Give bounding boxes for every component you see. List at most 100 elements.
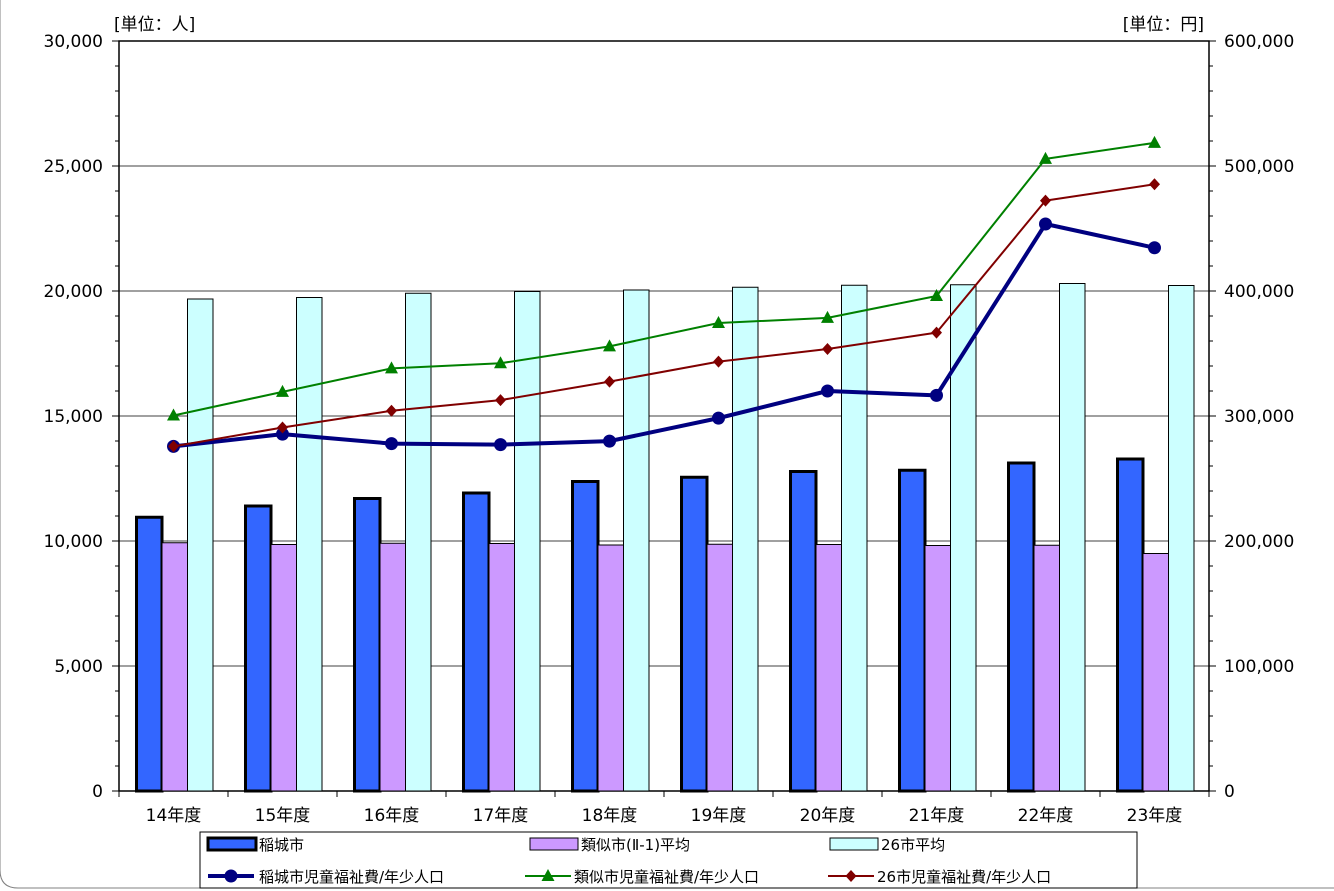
line-similar-point — [930, 289, 943, 301]
line-similar-point — [167, 408, 180, 421]
bar-similar-avg — [379, 542, 406, 792]
legend-label: 26市平均 — [881, 836, 945, 854]
x-tick-label: 20年度 — [800, 806, 856, 826]
bar-twentysix-avg — [405, 292, 432, 792]
x-tick-label: 22年度 — [1018, 806, 1074, 826]
y-left-tick-label: 20,000 — [44, 282, 103, 302]
y-right-tick-label: 200,000 — [1224, 532, 1294, 552]
line-twentysix-point — [1149, 178, 1160, 191]
x-tick-label: 21年度 — [909, 806, 965, 826]
line-similar-point — [494, 356, 507, 369]
bar-inagi — [1116, 457, 1145, 793]
line-twentysix-point — [277, 421, 288, 434]
bar-inagi — [462, 491, 491, 793]
line-series — [167, 135, 1161, 453]
line-inagi — [173, 222, 1155, 449]
line-inagi-point — [276, 427, 289, 441]
line-twentysix-point — [1040, 194, 1051, 207]
line-twentysix-point — [931, 326, 942, 339]
line-twentysix-point — [713, 355, 724, 368]
bar-inagi — [680, 475, 709, 793]
y-left-tick-labels: 0 5,000 10,000 15,000 20,000 25,000 30,000 — [44, 32, 103, 802]
y-left-tick-label: 5,000 — [54, 657, 103, 677]
line-similar-point — [712, 316, 725, 328]
legend-swatch — [529, 837, 579, 851]
bar-twentysix-avg — [950, 284, 977, 792]
bar-twentysix-avg — [841, 284, 868, 792]
y-right-tick-label: 600,000 — [1224, 32, 1294, 52]
line-similar-point — [603, 339, 616, 352]
y-left-tick-label: 0 — [92, 782, 103, 802]
bar-inagi — [244, 504, 273, 793]
y-right-unit-label: [単位：円] — [1123, 15, 1204, 35]
bar-similar-avg — [597, 544, 624, 792]
bar-inagi — [135, 515, 164, 793]
legend-marker — [541, 869, 555, 881]
line-twentysix-point — [495, 394, 506, 407]
legend-box — [199, 831, 1138, 889]
y-right-tick-label: 400,000 — [1224, 282, 1294, 302]
line-similar-point — [821, 310, 834, 323]
x-tick-label: 23年度 — [1127, 806, 1183, 826]
axes — [112, 40, 1216, 797]
x-tick-label: 14年度 — [146, 806, 202, 826]
x-tick-label: 18年度 — [582, 806, 638, 826]
line-similar-point — [1148, 135, 1161, 148]
line-inagi-point — [930, 388, 943, 402]
bar-inagi — [1007, 461, 1036, 793]
x-tick-label: 15年度 — [255, 806, 311, 826]
bar-similar-avg — [815, 544, 842, 792]
bar-similar-avg — [1033, 544, 1060, 792]
bar-twentysix-avg — [1168, 285, 1195, 792]
bar-similar-avg — [1142, 553, 1169, 792]
bar-similar-avg — [161, 542, 188, 792]
y-right-tick-label: 0 — [1224, 782, 1235, 802]
bar-twentysix-avg — [296, 297, 323, 792]
bar-similar-avg — [270, 544, 297, 792]
y-left-tick-label: 30,000 — [44, 32, 103, 52]
x-tick-label: 16年度 — [364, 806, 420, 826]
y-right-tick-label: 100,000 — [1224, 657, 1294, 677]
y-right-tick-label: 500,000 — [1224, 157, 1294, 177]
bar-inagi — [353, 497, 382, 793]
legend-label: 類似市児童福祉費/年少人口 — [574, 868, 759, 886]
bar-similar-avg — [924, 545, 951, 792]
bar-inagi — [571, 480, 600, 793]
line-inagi-point — [1148, 241, 1161, 255]
bar-twentysix-avg — [187, 298, 214, 792]
x-tick-label: 17年度 — [473, 806, 529, 826]
line-inagi-point — [821, 384, 834, 398]
line-twentysix-point — [822, 343, 833, 355]
legend-label: 26市児童福祉費/年少人口 — [877, 868, 1051, 886]
y-left-tick-label: 10,000 — [44, 532, 103, 552]
line-inagi-point — [494, 438, 507, 452]
line-similar-point — [385, 361, 398, 374]
y-left-unit-label: [単位：人] — [114, 15, 195, 35]
line-inagi-point — [1039, 217, 1052, 231]
bar-series — [135, 283, 1195, 793]
legend-swatch — [829, 837, 879, 851]
legend-label: 稲城市児童福祉費/年少人口 — [259, 868, 444, 886]
bar-twentysix-avg — [1059, 283, 1086, 792]
line-inagi-point — [603, 434, 616, 448]
x-tick-label: 19年度 — [691, 806, 747, 826]
bar-twentysix-avg — [514, 291, 541, 792]
line-similar — [173, 141, 1155, 417]
bar-inagi — [898, 468, 927, 793]
line-inagi-point — [385, 437, 398, 451]
line-similar-point — [1039, 151, 1052, 164]
bar-twentysix-avg — [732, 286, 759, 792]
bar-inagi — [789, 470, 818, 793]
y-left-tick-label: 15,000 — [44, 407, 103, 427]
line-similar-point — [276, 384, 289, 397]
legend-marker — [224, 869, 238, 883]
y-left-tick-label: 25,000 — [44, 157, 103, 177]
x-tick-labels: 14年度 15年度 16年度 17年度 18年度 19年度 20年度 21年度 22年度 23年度 — [146, 806, 1183, 826]
bar-similar-avg — [706, 543, 733, 792]
y-right-tick-label: 300,000 — [1224, 407, 1294, 427]
line-twentysix-point — [604, 375, 615, 388]
line-twentysix-point — [168, 440, 179, 453]
